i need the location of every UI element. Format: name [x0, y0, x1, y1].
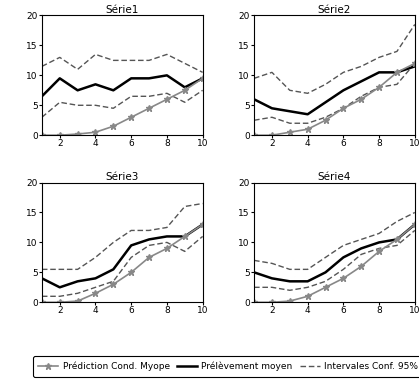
Legend: Prédiction Cond. Myope, Prélèvement moyen, Intervales Conf. 95%: Prédiction Cond. Myope, Prélèvement moye… — [33, 356, 419, 377]
Title: Série4: Série4 — [318, 172, 351, 182]
Title: Série3: Série3 — [106, 172, 139, 182]
Title: Série1: Série1 — [106, 5, 139, 15]
Title: Série2: Série2 — [318, 5, 351, 15]
